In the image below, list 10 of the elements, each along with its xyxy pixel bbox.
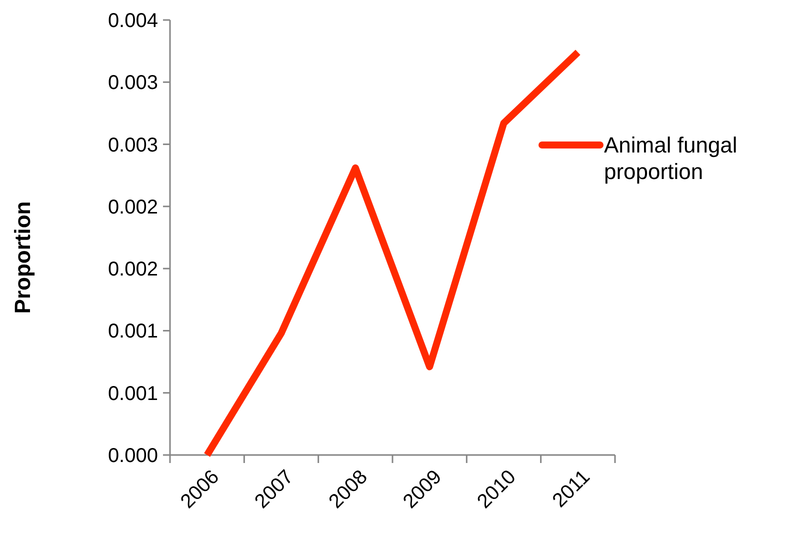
y-tick-label: 0.002 — [108, 196, 158, 218]
y-tick-label: 0.001 — [108, 320, 158, 343]
y-tick-label: 0.002 — [108, 258, 158, 281]
y-tick-label: 0.003 — [108, 72, 158, 94]
y-tick-label: 0.003 — [108, 134, 158, 156]
y-tick-label: 0.004 — [108, 10, 158, 32]
y-axis-title: Proportion — [10, 201, 35, 314]
y-tick-label: 0.001 — [108, 382, 158, 405]
legend-label: Animal fungal proportion — [604, 132, 738, 184]
y-tick-label: 0.000 — [108, 445, 158, 467]
